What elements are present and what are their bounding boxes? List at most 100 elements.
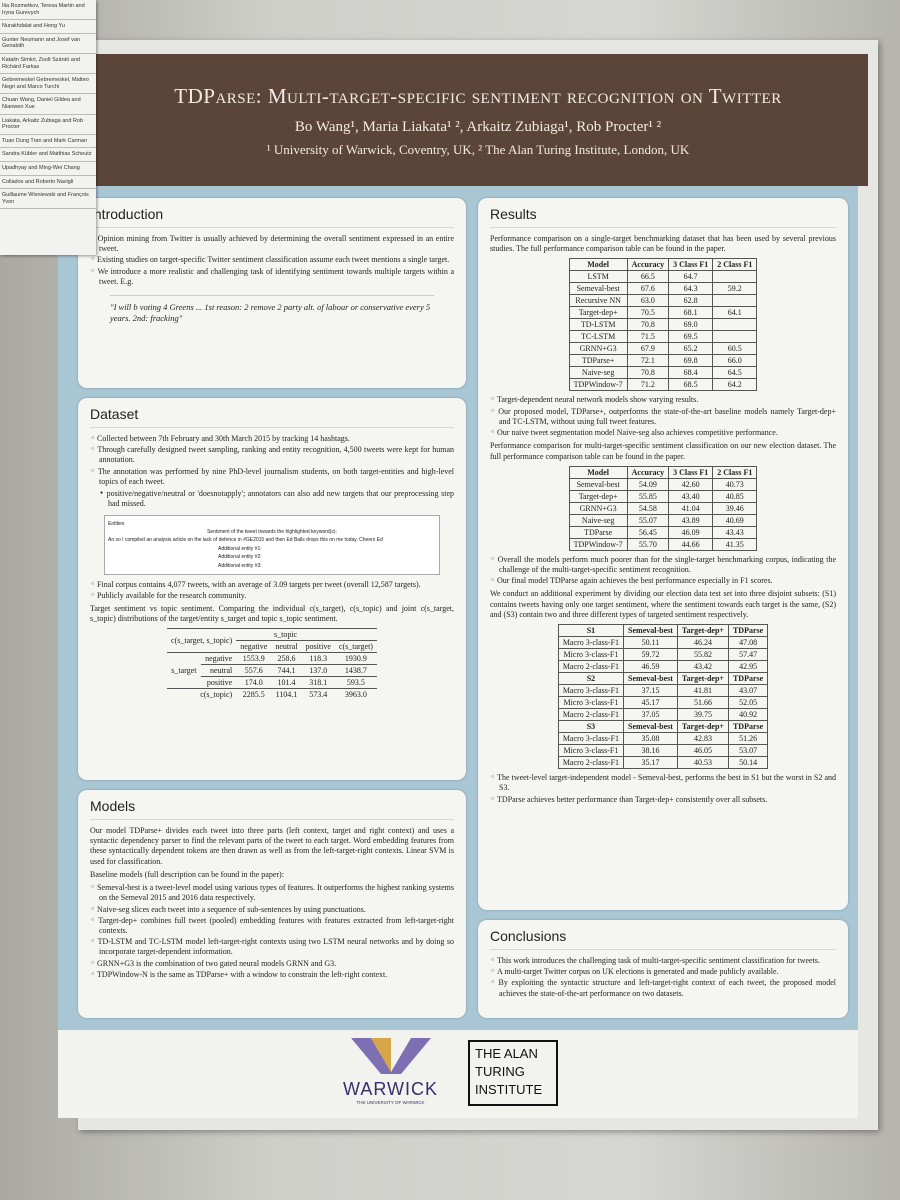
bullet: Naive-seg slices each tweet into a seque…: [97, 905, 454, 915]
table-header-cell: Model: [568, 258, 628, 272]
turing-line: INSTITUTE: [475, 1082, 543, 1097]
table-row: Target-dep+ 70.5 68.1 64.1: [568, 306, 758, 320]
table-header-row: Model Accuracy 3 Class F1 2 Class F1: [568, 258, 758, 272]
table-cell: Target-dep+: [568, 489, 628, 503]
bullet: Publicly available for the research comm…: [97, 591, 454, 601]
bullet-list: This work introduces the challenging tas…: [490, 956, 836, 999]
row-group: s_target: [167, 652, 201, 689]
table-cell: 64.1: [712, 306, 758, 320]
bullet: This work introduces the challenging tas…: [497, 956, 836, 966]
table-header-row: S2 Semeval-best Target-dep+ TDParse: [557, 672, 769, 686]
table-cell: LSTM: [568, 270, 628, 284]
table-row: neutral 557.6 744.1 137.0 1438.7: [167, 664, 377, 677]
section-box: Dataset Collected between 7th February an…: [78, 398, 466, 780]
table-header-cell: Accuracy: [626, 465, 670, 479]
section-heading: Models: [90, 798, 454, 820]
bullet: Our final model TDParse again achieves t…: [497, 576, 836, 586]
table-row: Micro 3-class-F1 45.17 51.66 52.05: [557, 696, 769, 710]
table-cell: 65.2: [668, 342, 714, 356]
table-cell: 118.3: [301, 652, 335, 665]
table-cell: 66.5: [626, 270, 670, 284]
table-row: TDParse+ 72.1 69.8 66.0: [568, 354, 758, 368]
bullet: By exploiting the syntactic structure an…: [499, 978, 836, 998]
column-header: c(s_target): [334, 640, 377, 653]
table-cell: Micro 3-class-F1: [557, 696, 625, 710]
sub-bullet-list: positive/negative/neutral or 'doesnotapp…: [99, 489, 454, 509]
tool-text: Entities: [108, 520, 125, 527]
section-box: Results Performance comparison on a singl…: [478, 198, 848, 910]
table-row: positive 174.0 101.4 318.1 593.5: [167, 676, 377, 689]
table-row: Macro 3-class-F1 37.15 41.81 43.07: [557, 684, 769, 698]
section-box: Models Our model TDParse+ divides each tw…: [78, 790, 466, 1018]
bullet: Final corpus contains 4,077 tweets, with…: [97, 580, 454, 590]
warwick-logo: WARWICK THE UNIVERSITY OF WARWICK: [328, 1038, 453, 1105]
table-row: Micro 3-class-F1 38.16 46.05 53.07: [557, 744, 769, 758]
paragraph: Performance comparison for multi-target-…: [490, 441, 836, 461]
table-row: LSTM 66.5 64.7: [568, 270, 758, 284]
table-cell: 101.4: [271, 676, 302, 689]
table-row: Macro 2-class-F1 37.05 39.75 40.92: [557, 708, 769, 722]
bullet-list: Overall the models perform much poorer t…: [490, 555, 836, 587]
table-cell: [712, 294, 758, 308]
table-header-cell: Semeval-best: [623, 672, 678, 686]
table-header-row: S3 Semeval-best Target-dep+ TDParse: [557, 720, 769, 734]
turing-line: TURING: [475, 1064, 525, 1079]
table-header-cell: 2 Class F1: [712, 465, 758, 479]
table-cell: 69.8: [668, 354, 714, 368]
table-cell: 41.35: [712, 537, 758, 551]
table-cell: 46.59: [623, 660, 678, 674]
table-header-cell: S2: [557, 672, 625, 686]
table-cell: 37.05: [623, 708, 678, 722]
sheet-entry: Guillaume Wisniewski and François Yvon: [0, 189, 96, 210]
table-cell: 55.70: [626, 537, 670, 551]
bullet: GRNN+G3 is the combination of two gated …: [97, 959, 454, 969]
table-cell: 41.04: [668, 501, 714, 515]
table-cell: 50.14: [727, 756, 769, 770]
paragraph: Performance comparison on a single-targe…: [490, 233, 836, 254]
table-header-row: c(s_target, s_topic) s_topic: [167, 628, 377, 653]
table-row: Macro 3-class-F1 35.08 42.83 51.26: [557, 732, 769, 746]
sheet-entry: Upadhyay and Ming-Wei Chang: [0, 162, 96, 176]
tool-text: Additional entity #1:: [218, 545, 262, 552]
table-cell: 46.24: [676, 636, 729, 650]
row-label: c(s_topic): [167, 688, 237, 701]
table-cell: 70.5: [626, 306, 670, 320]
table-cell: 40.73: [712, 477, 758, 491]
table-cell: 64.7: [668, 270, 714, 284]
table-cell: 174.0: [236, 676, 272, 689]
table-cell: 38.16: [623, 744, 678, 758]
table-header-row: Model Accuracy 3 Class F1 2 Class F1: [568, 465, 758, 479]
table-cell: 47.08: [727, 636, 769, 650]
data-table: Model Accuracy 3 Class F1 2 Class F1 Semeval…: [568, 465, 758, 551]
table-cell: 59.72: [623, 648, 678, 662]
annotation-tool: Entities Sentiment of the tweet towards t…: [104, 514, 440, 575]
table-cell: 43.40: [668, 489, 714, 503]
table-cell: Macro 2-class-F1: [557, 756, 625, 770]
table-cell: 46.05: [676, 744, 729, 758]
table-cell: 72.1: [626, 354, 670, 368]
warwick-sub: THE UNIVERSITY OF WARWICK: [356, 1100, 425, 1105]
turing-logo: THE ALAN TURING INSTITUTE: [468, 1040, 558, 1106]
bullet-list: Opinion mining from Twitter is usually a…: [90, 234, 454, 287]
bullet: TDPWindow-N is the same as TDParse+ with…: [97, 970, 454, 980]
bullet-list: The tweet-level target-independent model…: [490, 773, 836, 805]
table-cell: TD-LSTM: [568, 318, 628, 332]
paragraph: We conduct an additional experiment by d…: [490, 589, 836, 619]
sheet-entry: Liakata, Arkaitz Zubiaga and Rob Procter: [0, 115, 96, 135]
table-row: TDPWindow-7 55.70 44.66 41.35: [568, 537, 758, 551]
table-cell: 2285.5: [236, 688, 272, 701]
bullet: Semeval-best is a tweet-level model usin…: [97, 883, 454, 903]
table-cell: 64.3: [668, 282, 714, 296]
table-cell: 43.07: [727, 684, 769, 698]
table-cell: [712, 330, 758, 344]
paragraph: Our model TDParse+ divides each tweet in…: [90, 825, 454, 866]
table-row: Target-dep+ 55.85 43.40 40.85: [568, 489, 758, 503]
table-cell: 1438.7: [334, 664, 377, 677]
column-header: neutral: [271, 640, 302, 653]
table-cell: 69.0: [668, 318, 714, 332]
table-cell: 64.5: [712, 366, 758, 380]
table-cell: Micro 3-class-F1: [557, 744, 625, 758]
table-cell: 137.0: [301, 664, 335, 677]
logo-strip: WARWICK THE UNIVERSITY OF WARWICK THE AL…: [58, 1030, 858, 1118]
table-cell: 63.0: [626, 294, 670, 308]
